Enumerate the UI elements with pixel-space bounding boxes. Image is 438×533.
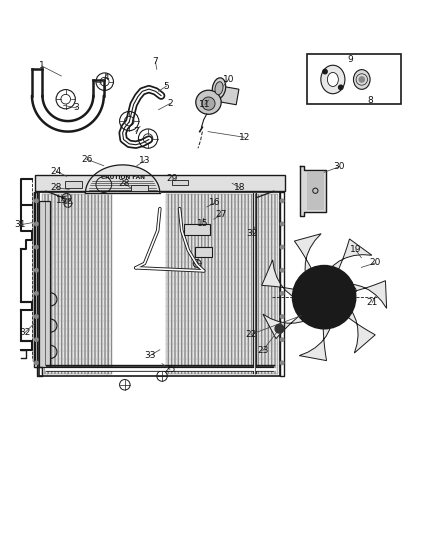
Text: 5: 5 <box>163 82 170 91</box>
Circle shape <box>323 69 327 74</box>
Text: 2: 2 <box>167 99 173 108</box>
Bar <box>166 194 278 374</box>
Bar <box>131 185 148 191</box>
Circle shape <box>35 269 38 272</box>
Text: 26: 26 <box>81 155 92 164</box>
Bar <box>172 180 188 185</box>
Bar <box>307 172 324 211</box>
Polygon shape <box>340 303 375 353</box>
Text: 25: 25 <box>164 365 176 374</box>
Bar <box>39 192 280 376</box>
Circle shape <box>280 269 284 272</box>
Circle shape <box>35 222 38 225</box>
Circle shape <box>280 338 284 342</box>
Text: 28: 28 <box>118 179 130 188</box>
Text: 27: 27 <box>215 211 227 219</box>
Text: 11: 11 <box>199 100 211 109</box>
Text: 32: 32 <box>20 328 31 337</box>
Polygon shape <box>262 260 304 301</box>
Bar <box>65 181 82 188</box>
Text: 16: 16 <box>209 198 220 207</box>
Text: 10: 10 <box>223 75 234 84</box>
Bar <box>42 194 112 374</box>
Ellipse shape <box>212 78 226 99</box>
Text: 20: 20 <box>370 259 381 268</box>
Text: 1: 1 <box>39 61 45 70</box>
Circle shape <box>280 222 284 225</box>
Text: 13: 13 <box>139 156 150 165</box>
Circle shape <box>35 292 38 295</box>
Circle shape <box>280 245 284 249</box>
Circle shape <box>35 315 38 318</box>
Bar <box>307 54 401 104</box>
Ellipse shape <box>215 82 223 95</box>
Text: 12: 12 <box>239 133 250 142</box>
Circle shape <box>280 361 284 365</box>
Ellipse shape <box>202 97 215 110</box>
Circle shape <box>293 265 356 329</box>
Text: 9: 9 <box>347 55 353 64</box>
Ellipse shape <box>353 70 370 90</box>
Text: 15: 15 <box>56 196 67 205</box>
Text: 29: 29 <box>166 174 178 183</box>
Text: 23: 23 <box>257 346 268 355</box>
Ellipse shape <box>321 65 345 94</box>
Polygon shape <box>325 239 372 279</box>
Polygon shape <box>263 309 314 338</box>
Text: 33: 33 <box>145 351 156 360</box>
Circle shape <box>280 315 284 318</box>
Text: 8: 8 <box>367 96 373 106</box>
Polygon shape <box>300 166 326 216</box>
Text: 31: 31 <box>14 220 25 229</box>
Text: CAUTION FAN: CAUTION FAN <box>101 175 145 180</box>
Circle shape <box>300 273 348 321</box>
Text: 7: 7 <box>133 127 139 136</box>
Text: 32: 32 <box>246 229 258 238</box>
Circle shape <box>339 85 343 90</box>
Bar <box>39 201 50 367</box>
Text: 24: 24 <box>50 166 62 175</box>
Circle shape <box>314 287 334 307</box>
Circle shape <box>319 292 329 302</box>
Text: 15: 15 <box>197 219 208 228</box>
Bar <box>35 174 285 191</box>
Polygon shape <box>299 317 332 361</box>
Bar <box>184 224 210 235</box>
Text: 30: 30 <box>334 162 345 171</box>
Circle shape <box>35 338 38 342</box>
Circle shape <box>35 199 38 203</box>
Circle shape <box>275 324 284 333</box>
Ellipse shape <box>196 90 221 114</box>
Circle shape <box>35 361 38 365</box>
Circle shape <box>280 199 284 203</box>
Ellipse shape <box>327 72 338 86</box>
Bar <box>195 247 212 257</box>
Text: 19: 19 <box>350 245 361 254</box>
Circle shape <box>280 292 284 295</box>
Circle shape <box>307 280 341 314</box>
Polygon shape <box>341 281 387 309</box>
Text: 7: 7 <box>152 58 159 67</box>
Bar <box>215 85 239 105</box>
Text: 4: 4 <box>104 73 109 82</box>
Text: 28: 28 <box>50 183 62 192</box>
Text: 21: 21 <box>367 298 378 307</box>
Text: 18: 18 <box>234 183 246 192</box>
Text: 3: 3 <box>74 103 80 112</box>
Circle shape <box>35 245 38 249</box>
Circle shape <box>359 77 364 82</box>
Polygon shape <box>294 233 321 283</box>
Text: 22: 22 <box>245 330 257 339</box>
